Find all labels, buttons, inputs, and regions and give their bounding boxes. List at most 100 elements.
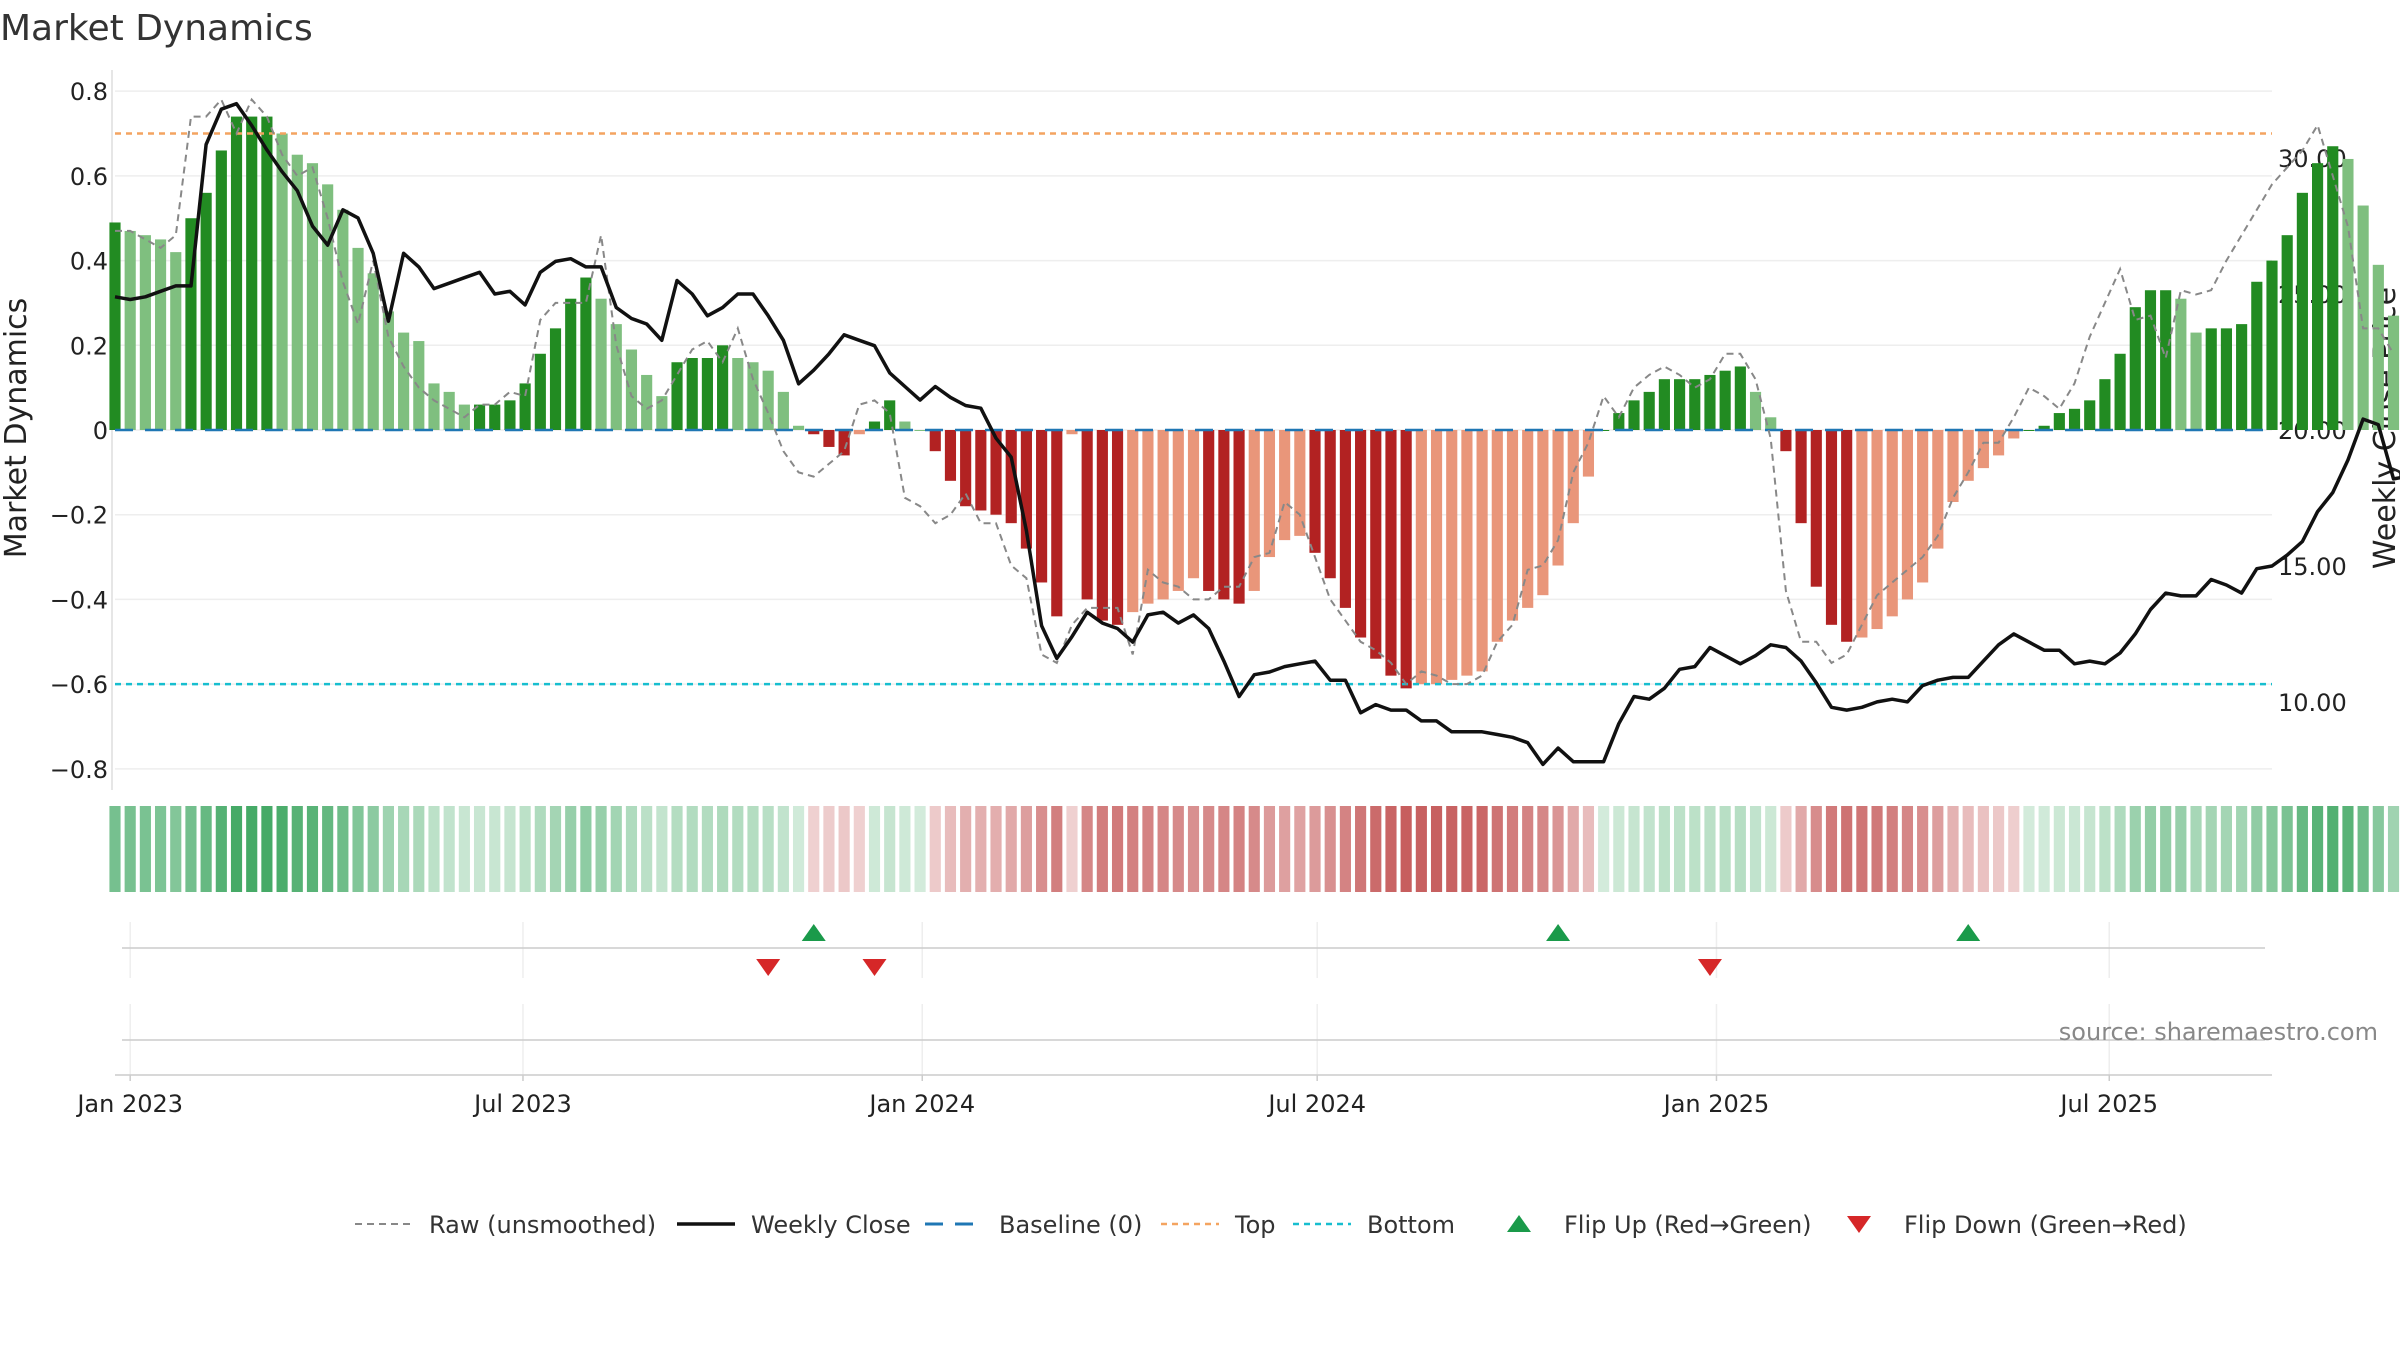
flip-down-marker bbox=[1697, 959, 1722, 976]
x-tick-label: Jan 2024 bbox=[867, 1090, 975, 1118]
heat-strip-cell bbox=[1324, 806, 1336, 892]
md-bar bbox=[2327, 146, 2339, 430]
heat-strip-cell bbox=[154, 806, 167, 892]
md-bar bbox=[2053, 413, 2065, 430]
md-bar bbox=[2357, 205, 2369, 430]
x-tick-label: Jul 2023 bbox=[472, 1090, 572, 1118]
heat-strip-cell bbox=[2023, 806, 2035, 892]
md-bar bbox=[306, 163, 319, 431]
heat-strip-cell bbox=[489, 806, 501, 892]
chart-title: Market Dynamics bbox=[0, 8, 313, 49]
heat-strip-cell bbox=[1400, 806, 1412, 892]
heat-strip-cell bbox=[1780, 806, 1792, 892]
y-tick-label: −0.6 bbox=[50, 671, 108, 699]
heat-strip-cell bbox=[1658, 806, 1670, 892]
md-bar bbox=[398, 332, 410, 430]
md-bar bbox=[610, 324, 622, 430]
md-bar bbox=[1218, 430, 1230, 600]
md-bar bbox=[990, 430, 1002, 515]
heat-strip-cell bbox=[595, 806, 607, 892]
md-bar bbox=[1506, 430, 1519, 621]
md-bar bbox=[2114, 353, 2126, 430]
heat-strip-cell bbox=[625, 806, 638, 892]
md-bar bbox=[838, 430, 850, 456]
md-bar bbox=[1689, 379, 1701, 430]
md-bar bbox=[747, 362, 759, 430]
md-bar bbox=[1537, 430, 1549, 596]
heat-strip-cell bbox=[1825, 806, 1838, 892]
heat-strip-cell bbox=[701, 806, 713, 892]
md-bar bbox=[170, 252, 182, 430]
heat-strip-cell bbox=[1901, 806, 1914, 892]
md-bar bbox=[261, 116, 273, 431]
md-bar bbox=[2099, 379, 2111, 430]
md-bar bbox=[367, 273, 379, 430]
heat-strip-cell bbox=[1096, 806, 1108, 892]
heat-strip-cell bbox=[1066, 806, 1078, 892]
legend-label: Bottom bbox=[1367, 1211, 1455, 1239]
heat-strip-cell bbox=[1993, 806, 2005, 892]
heat-strip-cell bbox=[1506, 806, 1519, 892]
md-bar bbox=[1081, 430, 1093, 600]
y-tick-label: 0.2 bbox=[70, 332, 108, 360]
md-bar bbox=[2129, 307, 2141, 430]
heat-strip-cell bbox=[549, 806, 562, 892]
heat-strip-cell bbox=[1005, 806, 1017, 892]
md-bar bbox=[413, 341, 425, 430]
md-bar bbox=[1309, 430, 1321, 553]
y-tick-label: 0.6 bbox=[70, 163, 108, 191]
heat-strip-cell bbox=[261, 806, 273, 892]
heat-strip-cell bbox=[1142, 806, 1154, 892]
md-bar bbox=[1233, 430, 1245, 604]
md-bar bbox=[246, 116, 258, 431]
md-bar bbox=[1355, 430, 1367, 638]
heat-strip-cell bbox=[519, 806, 531, 892]
source-label: source: sharemaestro.com bbox=[2059, 1018, 2378, 1046]
md-bar bbox=[1765, 417, 1777, 430]
md-bar bbox=[1780, 430, 1792, 452]
md-bar bbox=[1947, 430, 1959, 502]
md-bar bbox=[1476, 430, 1488, 672]
md-bar bbox=[1871, 430, 1883, 630]
md-bar bbox=[2205, 328, 2217, 430]
md-bar bbox=[960, 430, 972, 507]
heat-strip-cell bbox=[1339, 806, 1351, 892]
heat-strip-cell bbox=[1385, 806, 1397, 892]
heat-strip-cell bbox=[1415, 806, 1427, 892]
heat-strip-cell bbox=[322, 806, 334, 892]
md-bar bbox=[1825, 430, 1838, 625]
heat-strip-cell bbox=[899, 806, 911, 892]
legend-label: Flip Down (Green→Red) bbox=[1904, 1211, 2187, 1239]
heat-strip-cell bbox=[139, 806, 151, 892]
md-bar bbox=[382, 311, 394, 430]
heat-strip-cell bbox=[1248, 806, 1260, 892]
md-bar bbox=[1522, 430, 1534, 608]
heat-strip-cell bbox=[1203, 806, 1215, 892]
heat-strip-cell bbox=[2038, 806, 2050, 892]
md-bar bbox=[2342, 158, 2354, 431]
heat-strip-cell bbox=[1233, 806, 1245, 892]
heat-strip-cell bbox=[428, 806, 440, 892]
md-bar bbox=[1111, 430, 1124, 625]
md-bar bbox=[322, 184, 334, 430]
heat-strip-cell bbox=[2357, 806, 2369, 892]
x-tick-label: Jul 2025 bbox=[2058, 1090, 2158, 1118]
md-bar bbox=[1841, 430, 1853, 642]
md-bar bbox=[1127, 430, 1139, 613]
md-bar bbox=[1962, 430, 1974, 481]
md-bar bbox=[2023, 430, 2035, 431]
heat-strip-cell bbox=[2008, 806, 2020, 892]
heat-strip-cell bbox=[762, 806, 774, 892]
heat-strip-cell bbox=[868, 806, 881, 892]
md-bar bbox=[671, 362, 683, 430]
md-bar bbox=[1598, 430, 1610, 431]
heat-strip-cell bbox=[914, 806, 926, 892]
md-bar bbox=[1886, 430, 1898, 617]
heat-strip-cell bbox=[2296, 806, 2308, 892]
md-bar bbox=[656, 396, 668, 430]
md-bar bbox=[1187, 430, 1200, 579]
md-bar bbox=[2068, 408, 2081, 430]
md-bar bbox=[1734, 366, 1746, 430]
md-bar bbox=[1020, 430, 1032, 549]
